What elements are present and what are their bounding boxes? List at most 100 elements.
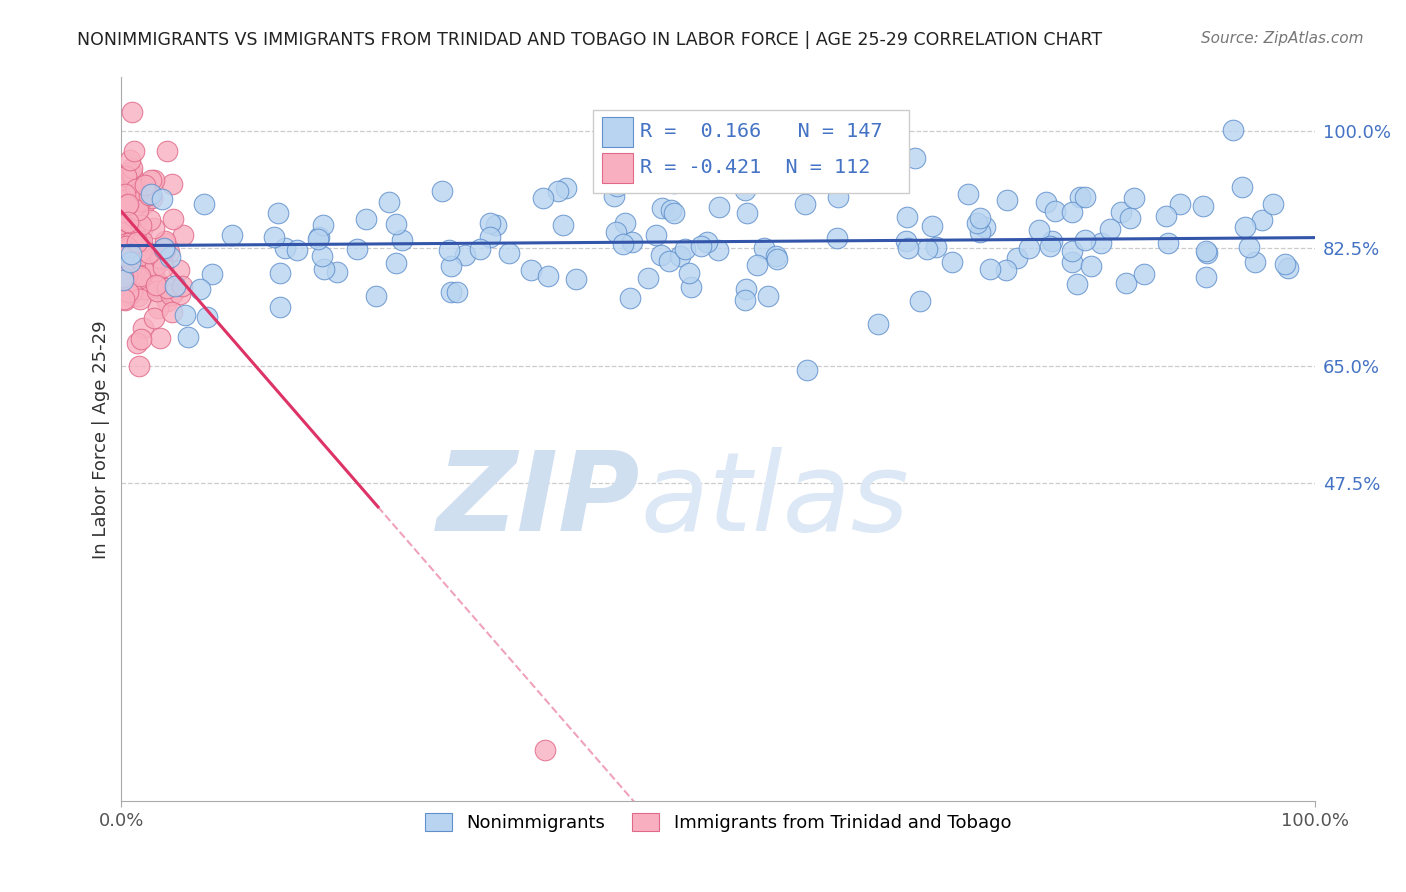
Point [269, 300, 291, 314]
Point [565, 272, 588, 286]
Point [817, 147, 839, 161]
Point [605, 226, 627, 240]
Legend: Nonimmigrants, Immigrants from Trinidad and Tobago: Nonimmigrants, Immigrants from Trinidad … [418, 805, 1018, 839]
Point [163, 279, 186, 293]
Point [114, 229, 136, 244]
Point [134, 178, 156, 192]
Point [120, 268, 142, 282]
Point [468, 243, 491, 257]
Point [440, 285, 463, 299]
Point [312, 262, 335, 277]
Point [155, 234, 177, 248]
Point [121, 235, 143, 249]
Point [756, 288, 779, 302]
Point [127, 203, 149, 218]
Point [117, 197, 139, 211]
Point [120, 153, 142, 167]
Point [162, 211, 184, 226]
Point [134, 282, 156, 296]
Point [868, 318, 890, 332]
Point [364, 288, 387, 302]
Point [612, 237, 634, 252]
Point [172, 279, 194, 293]
Point [1195, 244, 1218, 259]
Point [115, 268, 138, 283]
Point [162, 304, 184, 318]
Point [956, 187, 979, 202]
Point [1277, 260, 1299, 275]
Point [1156, 236, 1178, 251]
Point [114, 293, 136, 307]
Point [155, 236, 177, 251]
Point [1109, 205, 1132, 219]
FancyBboxPatch shape [602, 117, 633, 147]
Point [131, 238, 153, 252]
Point [117, 289, 139, 303]
Point [1195, 270, 1218, 285]
Point [193, 197, 215, 211]
Point [127, 289, 149, 303]
Point [766, 252, 789, 266]
Point [129, 271, 152, 285]
Text: R = -0.421  N = 112: R = -0.421 N = 112 [641, 159, 870, 178]
Point [735, 206, 758, 220]
Point [603, 189, 626, 203]
Point [117, 215, 139, 229]
Point [142, 172, 165, 186]
Point [709, 201, 731, 215]
Point [378, 195, 401, 210]
Point [536, 268, 558, 283]
Point [1168, 197, 1191, 211]
FancyBboxPatch shape [602, 153, 633, 183]
Point [128, 237, 150, 252]
Point [995, 193, 1018, 207]
Point [156, 144, 179, 158]
Point [274, 241, 297, 255]
Point [614, 216, 637, 230]
Point [138, 246, 160, 260]
Point [155, 244, 177, 258]
Point [111, 186, 134, 200]
Point [143, 220, 166, 235]
Point [1074, 190, 1097, 204]
Point [1192, 199, 1215, 213]
Point [645, 227, 668, 242]
Point [1062, 244, 1084, 258]
Point [146, 277, 169, 291]
Point [112, 270, 135, 285]
Point [650, 248, 672, 262]
Point [152, 260, 174, 275]
Point [269, 266, 291, 280]
Point [115, 198, 138, 212]
Point [498, 245, 520, 260]
Point [112, 217, 135, 231]
Point [138, 212, 160, 227]
Point [633, 166, 655, 180]
Point [129, 332, 152, 346]
Point [115, 169, 138, 184]
Point [111, 212, 134, 227]
Point [1244, 255, 1267, 269]
Text: ZIP: ZIP [437, 448, 641, 554]
Point [112, 272, 135, 286]
Point [145, 277, 167, 291]
Text: Source: ZipAtlas.com: Source: ZipAtlas.com [1201, 31, 1364, 46]
Point [124, 178, 146, 192]
Point [637, 271, 659, 285]
Point [141, 280, 163, 294]
Point [145, 277, 167, 292]
Point [111, 205, 134, 219]
Point [835, 172, 858, 186]
Point [904, 152, 927, 166]
Point [827, 190, 849, 204]
Point [520, 263, 543, 277]
Point [125, 194, 148, 208]
Point [745, 258, 768, 272]
Point [153, 241, 176, 255]
Point [127, 335, 149, 350]
Point [118, 203, 141, 218]
Point [312, 219, 335, 233]
Point [111, 192, 134, 206]
Point [143, 310, 166, 325]
Point [707, 244, 730, 258]
